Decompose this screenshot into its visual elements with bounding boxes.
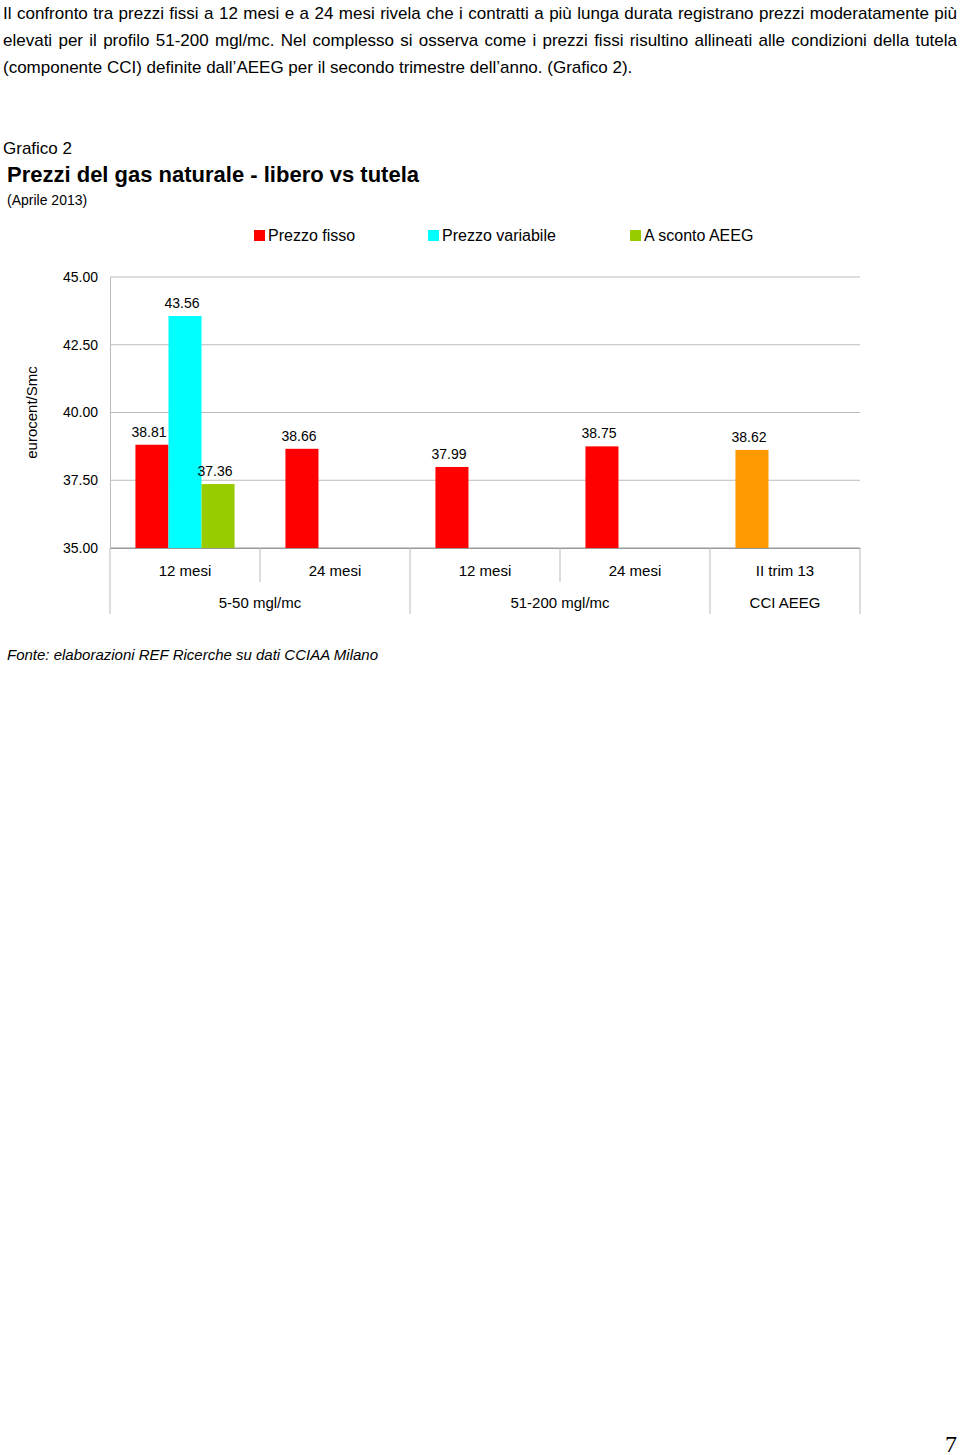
y-axis: 35.00 37.50 40.00 42.50 45.00 xyxy=(63,269,111,556)
grid xyxy=(110,277,860,548)
y-tick: 37.50 xyxy=(63,472,110,488)
y-tick: 35.00 xyxy=(63,540,110,556)
bar xyxy=(135,445,168,548)
data-label: 38.66 xyxy=(281,428,316,444)
data-label: 43.56 xyxy=(164,295,199,311)
category-separator xyxy=(260,548,261,582)
x-axis-line xyxy=(111,548,861,549)
x-tick: 24 mesi xyxy=(309,548,362,579)
grid-line xyxy=(110,412,860,413)
group-separator xyxy=(110,548,111,614)
legend-swatch xyxy=(630,230,641,241)
x-tick-label: 24 mesi xyxy=(609,562,662,579)
category-separator xyxy=(560,548,561,582)
x-tick-label: 24 mesi xyxy=(309,562,362,579)
page-number: 7 xyxy=(945,1431,957,1455)
legend: Prezzo fisso Prezzo variabile A sconto AEE… xyxy=(254,227,753,244)
legend-label: A sconto AEEG xyxy=(644,227,753,244)
x-tick: II trim 13 xyxy=(756,548,814,579)
x-tick-label: 12 mesi xyxy=(159,562,212,579)
x-tick-label: 12 mesi xyxy=(459,562,512,579)
y-tick: 45.00 xyxy=(63,269,110,285)
x-axis: 12 mesi 24 mesi 12 mesi 24 mesi II trim 13 xyxy=(111,548,861,579)
y-tick: 40.00 xyxy=(63,404,110,420)
grid-line xyxy=(110,277,860,278)
group-label: 51-200 mgl/mc xyxy=(510,594,610,611)
group-separator xyxy=(410,548,411,614)
source-note: Fonte: elaborazioni REF Ricerche su dati… xyxy=(7,646,378,663)
group-label: 5-50 mgl/mc xyxy=(219,594,302,611)
x-tick: 12 mesi xyxy=(159,548,212,579)
legend-label: Prezzo variabile xyxy=(442,227,556,244)
y-tick-label: 35.00 xyxy=(63,540,98,556)
figure-label: Grafico 2 xyxy=(3,139,72,158)
x-tick: 12 mesi xyxy=(459,548,512,579)
legend-swatch xyxy=(254,230,265,241)
x-tick-label: II trim 13 xyxy=(756,562,814,579)
group-labels: 5-50 mgl/mc 51-200 mgl/mc CCI AEEG xyxy=(219,594,821,611)
x-tick: 24 mesi xyxy=(609,548,662,579)
bar xyxy=(285,449,318,548)
chart-subtitle: (Aprile 2013) xyxy=(7,192,87,208)
y-axis-line xyxy=(110,278,111,549)
data-label: 38.81 xyxy=(131,424,166,440)
y-axis-title: eurocent/Smc xyxy=(23,366,40,459)
group-separator xyxy=(710,548,711,614)
y-tick-label: 37.50 xyxy=(63,472,98,488)
y-tick-label: 42.50 xyxy=(63,337,98,353)
grid-line xyxy=(110,344,860,345)
legend-label: Prezzo fisso xyxy=(268,227,355,244)
bars xyxy=(135,316,768,548)
bar xyxy=(435,467,468,548)
group-label: CCI AEEG xyxy=(750,594,821,611)
data-labels: 38.81 38.66 37.99 38.75 38.62 43.56 37.36 xyxy=(131,295,766,479)
chart-title: Prezzi del gas naturale - libero vs tute… xyxy=(7,162,420,187)
data-label: 38.62 xyxy=(731,429,766,445)
data-label: 37.99 xyxy=(431,446,466,462)
bar xyxy=(585,446,618,548)
legend-swatch xyxy=(428,230,439,241)
data-label: 38.75 xyxy=(581,425,616,441)
paragraph: Il confronto tra prezzi fissi a 12 mesi … xyxy=(3,0,957,81)
bar xyxy=(202,484,235,548)
y-tick-label: 45.00 xyxy=(63,269,98,285)
bar xyxy=(735,450,768,548)
bar xyxy=(168,316,201,548)
y-tick-label: 40.00 xyxy=(63,404,98,420)
group-separator xyxy=(860,548,861,614)
y-tick: 42.50 xyxy=(63,337,110,353)
data-label: 37.36 xyxy=(198,463,233,479)
separators xyxy=(110,548,860,614)
